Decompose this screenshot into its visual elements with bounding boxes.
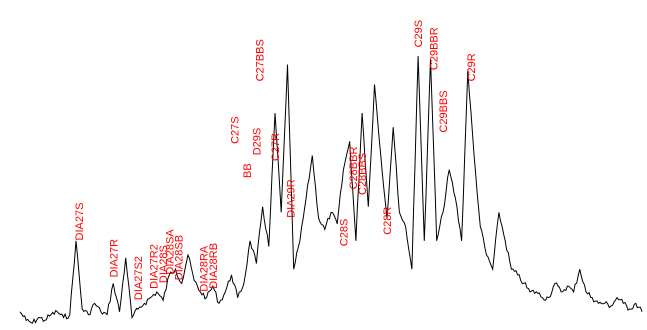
peak-label: C29R — [466, 53, 478, 81]
peak-label: DIA29R — [286, 179, 298, 218]
peak-label: C28BBS — [357, 153, 369, 195]
peak-label: DIA28SA — [164, 229, 176, 275]
peak-label: C29BBS — [438, 90, 450, 132]
peak-label: D29S — [251, 128, 263, 156]
peak-label: DIA28SB — [174, 235, 186, 280]
peak-label: C29S — [413, 20, 425, 48]
peak-label: C27S — [230, 116, 242, 144]
peak-label: DIA28RB — [208, 243, 220, 289]
peak-label: C28S — [338, 219, 350, 247]
peak-label: C27BBS — [255, 39, 267, 81]
peak-label: DIA27R2 — [149, 244, 161, 289]
peak-label: C28BBR — [348, 147, 360, 190]
peak-label: DIA28RA — [199, 245, 211, 292]
peak-label: DIA27S2 — [133, 256, 145, 300]
chromatogram-trace — [19, 56, 643, 324]
peak-label: BB — [242, 163, 254, 178]
peak-label: C28R — [382, 207, 394, 235]
peak-label: C27R — [270, 133, 282, 161]
peak-label: C29BBR — [429, 27, 441, 70]
peak-label: DIA28S — [158, 245, 170, 283]
peak-label: DIA27R — [108, 239, 120, 278]
peak-label: DIA27S — [74, 203, 86, 241]
